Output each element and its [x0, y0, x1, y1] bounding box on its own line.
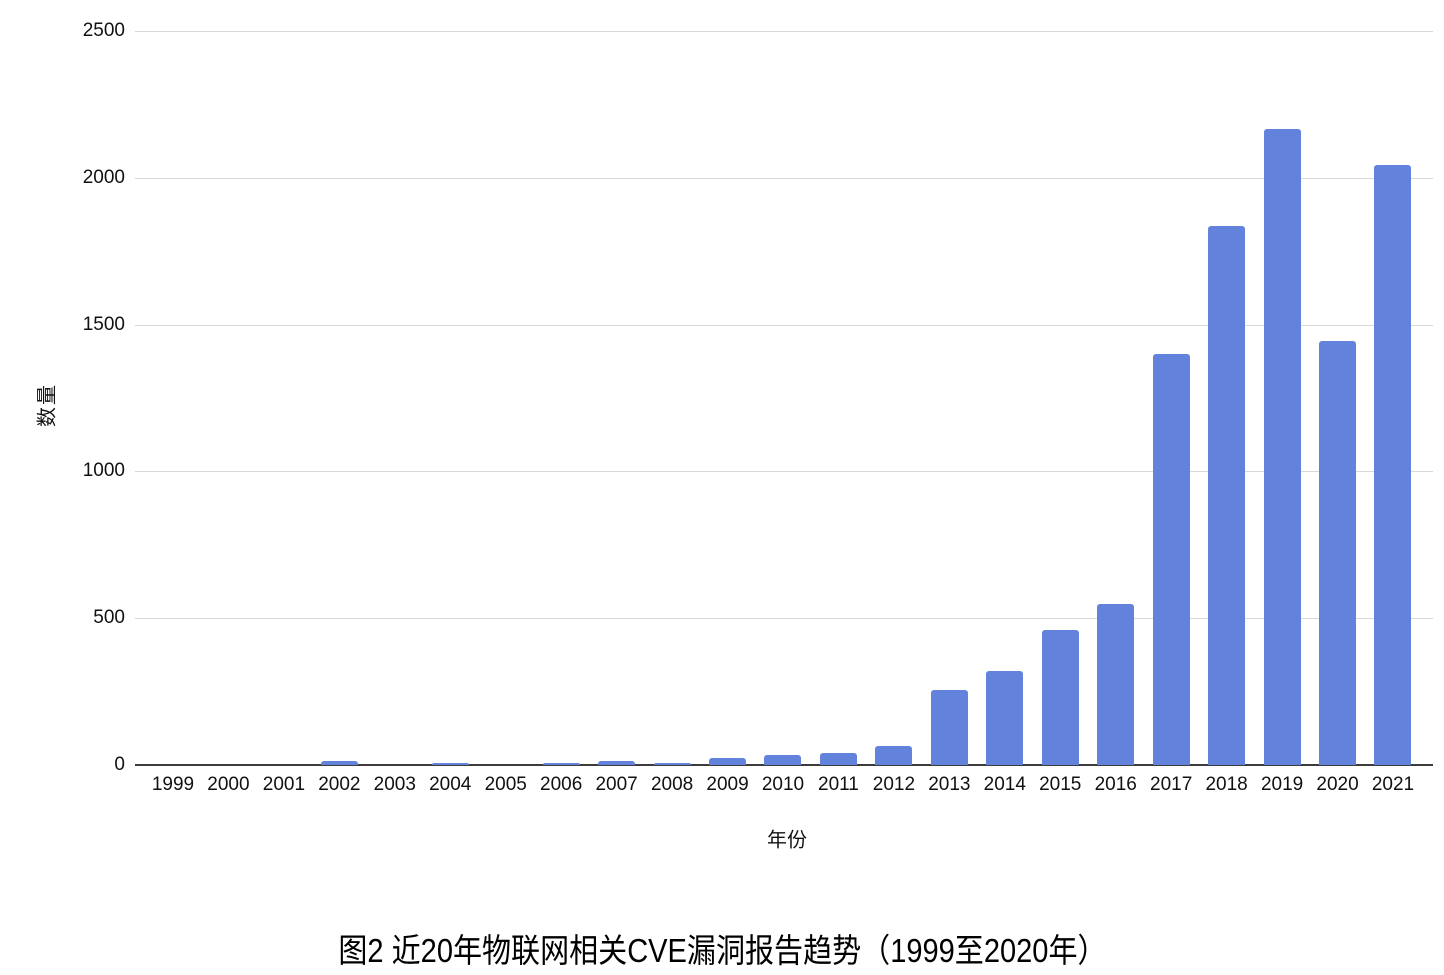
bar-2019 — [1263, 129, 1301, 765]
bar-2006 — [542, 762, 580, 765]
bar-2008 — [653, 762, 691, 765]
bar-2013 — [930, 690, 968, 765]
x-tick-label: 2017 — [1150, 774, 1193, 795]
x-tick-label: 2019 — [1260, 774, 1304, 795]
bar-2016 — [1097, 603, 1135, 765]
y-gridline — [135, 471, 1433, 473]
y-axis-title: 数量 — [36, 383, 59, 427]
x-tick-label: 2005 — [484, 774, 527, 795]
x-tick-label: 2002 — [318, 774, 361, 795]
x-tick-label: 1999 — [151, 774, 195, 795]
x-tick-label: 2006 — [540, 774, 583, 795]
bar-2017 — [1152, 353, 1190, 765]
x-tick-label: 2020 — [1316, 774, 1359, 795]
y-gridline — [135, 618, 1433, 620]
bar-2009 — [709, 757, 747, 765]
bar-2014 — [986, 671, 1024, 765]
y-tick-label: 2000 — [82, 166, 125, 188]
x-tick-label: 2007 — [595, 774, 638, 795]
y-tick-label: 0 — [114, 754, 125, 775]
x-tick-label: 2015 — [1039, 774, 1082, 795]
bar-2018 — [1208, 226, 1246, 765]
x-axis-line — [135, 764, 1433, 766]
bar-2012 — [875, 745, 913, 765]
bar-2010 — [764, 755, 802, 765]
y-tick-label: 1000 — [82, 460, 125, 482]
bar-2002 — [320, 760, 358, 765]
bar-2021 — [1374, 164, 1412, 765]
x-tick-label: 2009 — [706, 774, 749, 795]
x-tick-label: 2003 — [373, 774, 416, 795]
bar-2011 — [819, 752, 857, 765]
y-gridline — [135, 324, 1433, 326]
bar-2007 — [598, 760, 636, 765]
x-axis-title: 年份 — [767, 829, 807, 852]
bar-2004 — [431, 762, 469, 765]
y-tick-label: 500 — [93, 607, 125, 629]
y-gridline — [135, 177, 1433, 179]
x-tick-label: 2011 — [818, 774, 859, 795]
x-tick-label: 2016 — [1094, 774, 1137, 795]
y-tick-label: 2500 — [82, 20, 125, 41]
x-tick-label: 2010 — [761, 774, 805, 795]
x-tick-label: 2014 — [983, 774, 1026, 795]
x-tick-label: 2001 — [262, 774, 306, 795]
figure-caption: 图2 近20年物联网相关CVE漏洞报告趋势（1999至2020年） — [0, 924, 1444, 972]
x-tick-label: 2012 — [872, 774, 916, 795]
y-tick-label: 1500 — [82, 313, 125, 335]
bar-2015 — [1041, 629, 1079, 765]
y-gridline — [135, 31, 1433, 32]
bar-2020 — [1319, 340, 1357, 765]
x-tick-label: 2018 — [1205, 774, 1248, 795]
figure-caption-text: 图2 近20年物联网相关CVE漏洞报告趋势（1999至2020年） — [337, 932, 1107, 969]
x-tick-label: 2000 — [207, 774, 250, 795]
x-tick-label: 2021 — [1371, 774, 1415, 795]
x-tick-label: 2008 — [650, 774, 694, 795]
x-tick-label: 2004 — [429, 774, 472, 795]
x-tick-label: 2013 — [928, 774, 971, 795]
